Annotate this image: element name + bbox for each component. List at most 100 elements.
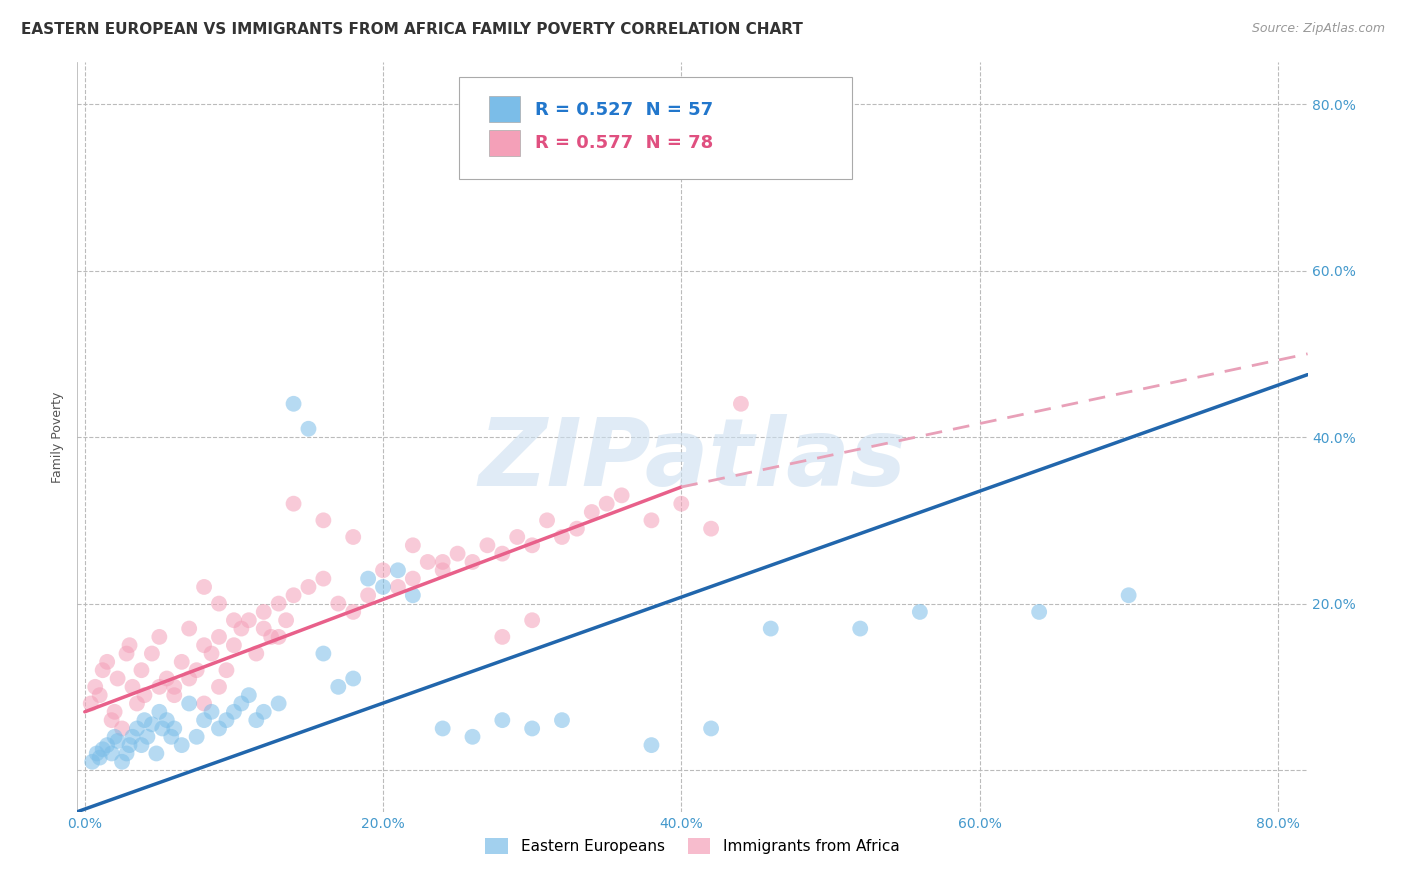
Point <box>215 663 238 677</box>
Point <box>179 672 201 686</box>
Point <box>163 722 186 736</box>
Point <box>520 722 543 736</box>
FancyBboxPatch shape <box>489 130 520 156</box>
Point <box>231 622 253 636</box>
Point <box>131 738 153 752</box>
Point <box>342 530 364 544</box>
Point <box>312 647 335 661</box>
Point <box>267 597 290 611</box>
Point <box>115 647 138 661</box>
Point <box>283 497 305 511</box>
Point <box>610 488 633 502</box>
Text: R = 0.577  N = 78: R = 0.577 N = 78 <box>536 135 713 153</box>
Point <box>253 605 276 619</box>
Point <box>416 555 439 569</box>
FancyBboxPatch shape <box>458 78 852 178</box>
Legend: Eastern Europeans, Immigrants from Africa: Eastern Europeans, Immigrants from Afric… <box>479 832 905 860</box>
Point <box>136 730 159 744</box>
Point <box>96 655 118 669</box>
Point <box>134 713 156 727</box>
Point <box>134 688 156 702</box>
Point <box>179 697 201 711</box>
Text: R = 0.527  N = 57: R = 0.527 N = 57 <box>536 101 713 119</box>
Point <box>253 622 276 636</box>
Point <box>849 622 872 636</box>
Point <box>267 630 290 644</box>
Point <box>91 663 114 677</box>
Point <box>148 705 170 719</box>
Point <box>551 713 574 727</box>
Point <box>506 530 529 544</box>
Point <box>283 588 305 602</box>
Text: Source: ZipAtlas.com: Source: ZipAtlas.com <box>1251 22 1385 36</box>
Point <box>104 730 127 744</box>
Point <box>297 580 319 594</box>
Point <box>371 580 394 594</box>
Point <box>238 613 260 627</box>
Point <box>89 750 111 764</box>
Point <box>208 680 231 694</box>
Point <box>908 605 931 619</box>
Point <box>357 572 380 586</box>
Point <box>520 613 543 627</box>
Point <box>222 705 245 719</box>
Point <box>387 563 409 577</box>
Point <box>461 555 484 569</box>
Point <box>328 680 350 694</box>
Point <box>640 513 662 527</box>
Point <box>312 572 335 586</box>
Point <box>150 722 173 736</box>
FancyBboxPatch shape <box>489 96 520 122</box>
Point <box>86 747 108 761</box>
Point <box>402 538 425 552</box>
Point <box>160 730 183 744</box>
Point <box>671 497 693 511</box>
Point <box>231 697 253 711</box>
Point <box>100 713 122 727</box>
Point <box>148 680 170 694</box>
Text: ZIPatlas: ZIPatlas <box>478 414 907 506</box>
Point <box>432 722 454 736</box>
Point <box>156 672 179 686</box>
Point <box>491 713 513 727</box>
Point <box>432 555 454 569</box>
Point <box>170 738 193 752</box>
Point <box>104 705 127 719</box>
Point <box>267 697 290 711</box>
Point <box>342 672 364 686</box>
Point <box>432 563 454 577</box>
Point <box>1118 588 1140 602</box>
Point <box>446 547 468 561</box>
Point <box>387 580 409 594</box>
Point <box>371 563 394 577</box>
Point <box>84 680 107 694</box>
Point <box>118 638 141 652</box>
Point <box>1028 605 1050 619</box>
Point <box>91 742 114 756</box>
Point <box>596 497 619 511</box>
Point <box>156 713 179 727</box>
Point <box>402 588 425 602</box>
Point <box>125 697 148 711</box>
Point <box>759 622 782 636</box>
Point <box>565 522 588 536</box>
Point <box>215 713 238 727</box>
Point <box>141 717 163 731</box>
Point <box>131 663 153 677</box>
Point <box>222 638 245 652</box>
Point <box>536 513 558 527</box>
Point <box>312 513 335 527</box>
Point <box>163 688 186 702</box>
Point <box>357 588 380 602</box>
Point <box>111 722 134 736</box>
Point <box>107 672 129 686</box>
Point <box>193 713 215 727</box>
Point <box>186 730 208 744</box>
Point <box>193 638 215 652</box>
Point <box>283 397 305 411</box>
Point <box>193 697 215 711</box>
Point <box>208 722 231 736</box>
Point <box>121 730 143 744</box>
Point <box>118 738 141 752</box>
Point <box>328 597 350 611</box>
